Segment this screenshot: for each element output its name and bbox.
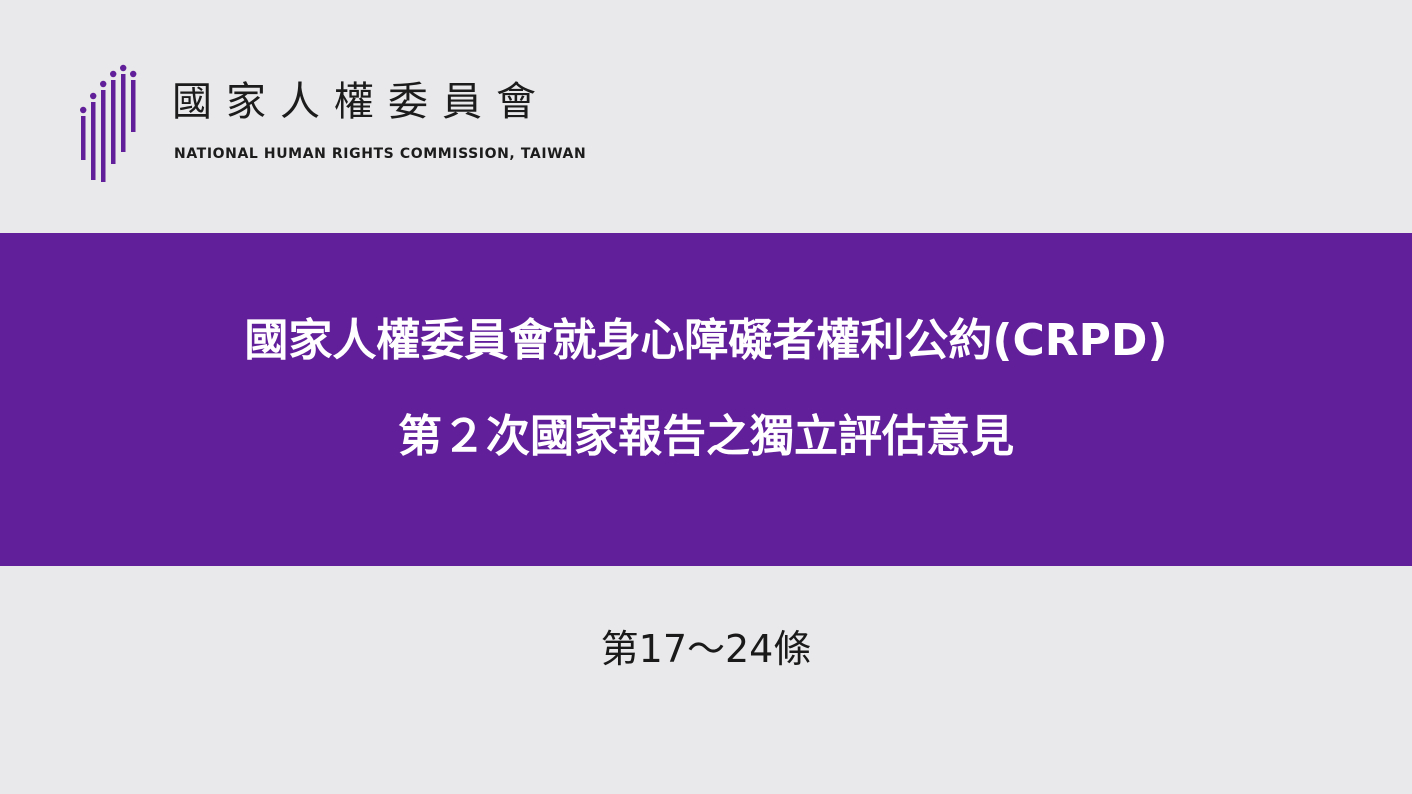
logo-subtitle: NATIONAL HUMAN RIGHTS COMMISSION, TAIWAN xyxy=(174,146,587,162)
article-range: 第17～24條 xyxy=(600,627,812,671)
headline-line-1: 國家人權委員會就身心障礙者權利公約(CRPD) xyxy=(244,315,1168,366)
logo-title: 國家人權委員會 xyxy=(172,79,550,125)
headline-line-2: 第２次國家報告之獨立評估意見 xyxy=(398,411,1014,462)
logo: 國家人權委員會 NATIONAL HUMAN RIGHTS COMMISSION… xyxy=(80,64,640,184)
title-banner: 國家人權委員會就身心障礙者權利公約(CRPD) 第２次國家報告之獨立評估意見 xyxy=(0,233,1412,566)
vertical-bars-logo-icon xyxy=(80,64,137,182)
